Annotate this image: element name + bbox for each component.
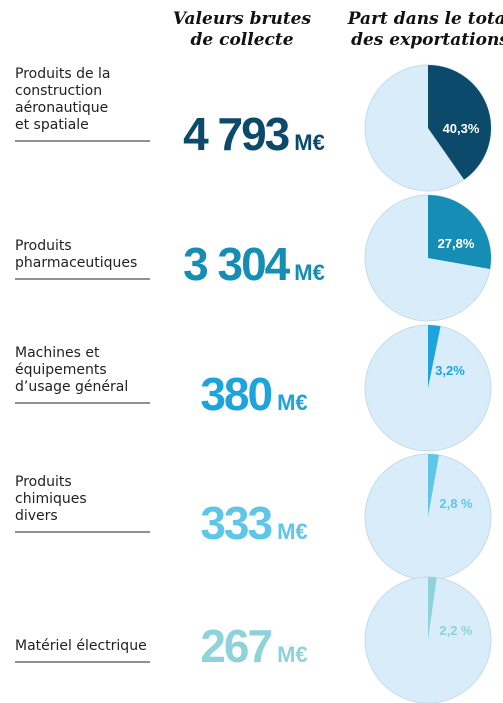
value: 380	[200, 368, 271, 420]
header: de collecte	[190, 30, 293, 50]
row-label: Produits de la	[15, 66, 111, 82]
row-label: divers	[15, 508, 58, 524]
pie-wedge	[428, 65, 492, 180]
value: 3 304	[183, 238, 291, 290]
row-label: chimiques	[15, 491, 87, 507]
header: Part dans le total	[347, 9, 503, 29]
row-label: construction	[15, 83, 102, 99]
unit: M€	[277, 642, 308, 667]
share-label: 2,8 %	[439, 496, 473, 511]
header: Valeurs brutes	[173, 9, 312, 29]
row-label: équipements	[15, 362, 107, 378]
pie-wedge	[428, 195, 492, 270]
header: des exportations	[351, 30, 503, 50]
row-label: d’usage général	[15, 379, 128, 395]
row-label: aéronautique	[15, 100, 108, 116]
unit: M€	[294, 260, 325, 285]
share-label: 2,2 %	[439, 623, 473, 638]
share-label: 40,3%	[443, 121, 480, 136]
row-label: Machines et	[15, 345, 100, 361]
value: 4 793	[183, 108, 289, 160]
unit: M€	[277, 519, 308, 544]
unit: M€	[277, 390, 308, 415]
row-label: Matériel électrique	[15, 638, 147, 654]
row-label: pharmaceutiques	[15, 255, 137, 271]
share-label: 3,2%	[435, 363, 465, 378]
row-label: Produits	[15, 238, 72, 254]
value: 333	[200, 497, 271, 549]
row-label: Produits	[15, 474, 72, 490]
pie-wedge	[428, 325, 441, 388]
unit: M€	[294, 130, 325, 155]
value: 267	[200, 620, 271, 672]
pie-wedge	[428, 454, 440, 517]
pie-wedge	[428, 577, 437, 640]
row-label: et spatiale	[15, 117, 89, 133]
share-label: 27,8%	[438, 236, 475, 251]
